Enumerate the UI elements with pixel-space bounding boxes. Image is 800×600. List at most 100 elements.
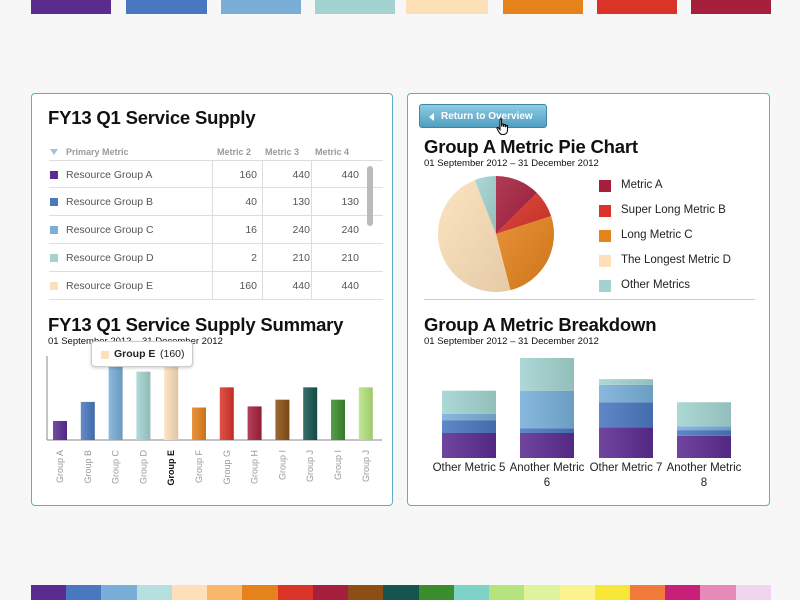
stack-segment[interactable] [677,402,731,427]
column-header-metric-2[interactable]: Metric 2 [217,147,252,157]
color-swatch [126,0,207,14]
metric-breakdown-stacked-chart [442,358,731,458]
color-swatch [315,0,395,14]
legend-label: Long Metric C [621,229,693,241]
table-scrollbar[interactable] [367,166,373,226]
x-tick-label: Group I [277,450,287,480]
table-row[interactable]: Resource Group A 160 440 440 [49,160,383,188]
color-swatch [221,0,301,14]
legend-swatch [599,180,611,192]
cell-metric-4: 440 [341,169,359,181]
stack-segment[interactable] [677,430,731,436]
pie-slice-long-metric-c[interactable] [496,216,554,291]
stack-segment[interactable] [677,426,731,431]
stack-category-label: Another Metric 8 [666,462,742,489]
pie-chart-subtitle: 01 September 2012 – 31 December 2012 [424,158,599,169]
stack-category-label: Other Metric 7 [589,462,663,474]
stack-segment[interactable] [442,413,496,421]
pie-slice-super-long-metric-b[interactable] [496,192,552,234]
color-swatch [136,585,172,600]
color-swatch [503,0,583,14]
breakdown-title: Group A Metric Breakdown [424,314,657,335]
stack-segment[interactable] [677,435,731,458]
color-swatch [31,0,111,14]
legend-label: The Longest Metric D [621,254,731,266]
color-swatch [66,585,102,600]
hand-pointer-icon [496,118,508,135]
table-row[interactable]: Resource Group D 2 210 210 [49,244,383,272]
stack-segment[interactable] [520,433,574,458]
stack-category-label: Another Metric 6 [509,462,585,489]
bar-group-a[interactable] [53,420,67,440]
bar-group-i[interactable] [331,399,345,440]
tooltip-label: Group E [114,348,156,360]
bar-group-f[interactable] [192,407,206,440]
stack-segment[interactable] [520,428,574,433]
cell-metric-3: 440 [292,169,310,181]
stack-segment[interactable] [520,358,574,391]
stack-segment[interactable] [599,427,653,458]
row-swatch [50,254,58,262]
color-swatch [735,585,771,600]
column-divider [311,188,312,215]
x-tick-label: Group B [83,450,93,484]
cell-metric-3: 240 [292,224,310,236]
column-divider [262,272,263,299]
bar-group-g[interactable] [219,387,234,440]
bar-group-j[interactable] [303,387,318,440]
stack-segment[interactable] [599,402,653,428]
cell-metric-2: 16 [245,224,257,236]
stack-segment[interactable] [442,420,496,434]
bar-group-c[interactable] [108,358,123,440]
sort-down-icon[interactable] [50,149,58,155]
column-header-primary-metric[interactable]: Primary Metric [66,147,129,157]
x-tick-label: Group A [55,450,65,483]
table-row[interactable]: Resource Group E 160 440 440 [49,272,383,300]
x-tick-label: Group H [250,450,260,484]
section-divider [424,299,755,300]
pie-slice-the-longest-metric-d[interactable] [438,180,511,292]
table-row[interactable]: Resource Group C 16 240 240 [49,216,383,244]
bar-group-i[interactable] [275,399,290,440]
bar-group-d[interactable] [136,371,151,440]
legend-swatch [599,255,611,267]
table-body: Resource Group A 160 440 440 Resource Group … [49,160,383,300]
group-detail-panel: Return to Overview Group A Metric Pie Ch… [407,93,770,506]
color-swatch [489,585,525,600]
pie-slice-metric-a[interactable] [496,176,538,234]
cell-metric-2: 40 [245,196,257,208]
stack-segment[interactable] [599,384,653,403]
legend-label: Other Metrics [621,279,691,291]
cell-metric-2: 160 [239,280,257,292]
stack-segment[interactable] [442,390,496,414]
x-tick-label: Group F [194,450,204,484]
back-arrow-icon [429,113,434,121]
stack-segment[interactable] [442,433,496,458]
column-header-metric-3[interactable]: Metric 3 [265,147,300,157]
column-header-metric-4[interactable]: Metric 4 [315,147,350,157]
summary-title: FY13 Q1 Service Supply Summary [48,314,344,335]
return-to-overview-button[interactable]: Return to Overview [419,104,547,128]
column-divider [311,272,312,299]
cell-metric-3: 210 [292,252,310,264]
cell-metric-2: 2 [251,252,257,264]
bar-group-e[interactable] [164,364,179,440]
cell-metric-4: 240 [341,224,359,236]
color-swatch [171,585,208,600]
table-row[interactable]: Resource Group B 40 130 130 [49,188,383,216]
row-label: Resource Group C [66,224,154,236]
stack-segment[interactable] [599,379,653,385]
cell-metric-3: 440 [292,280,310,292]
table-header: Primary Metric Metric 2 Metric 3 Metric … [49,140,383,160]
bar-group-h[interactable] [247,406,262,440]
bar-group-j[interactable] [358,387,373,440]
pie-slice-other-metrics[interactable] [474,176,496,234]
color-swatch [348,585,384,600]
legend-label: Metric A [621,179,663,191]
bar-tooltip: Group E (160) [91,341,193,367]
legend-swatch [599,280,611,292]
color-swatch [665,585,701,600]
stack-segment[interactable] [520,390,574,429]
bar-group-b[interactable] [80,401,95,440]
color-swatch [418,585,454,600]
